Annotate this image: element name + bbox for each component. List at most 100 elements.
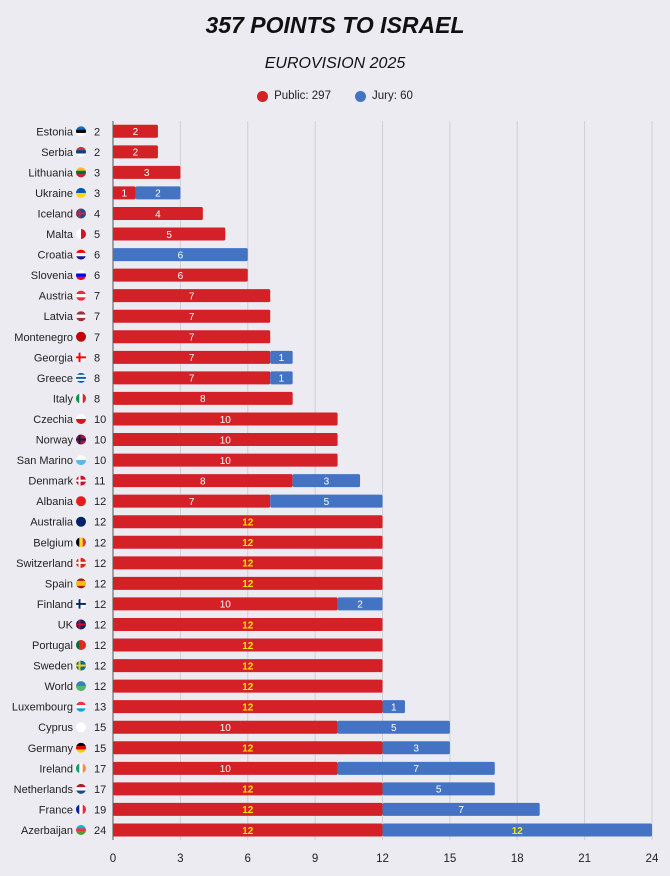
country-label-belgium: Belgium bbox=[33, 537, 73, 549]
bar-public-greece bbox=[113, 371, 271, 385]
country-label-georgia: Georgia bbox=[34, 352, 74, 364]
bar-public-italy bbox=[113, 391, 293, 405]
country-label-spain: Spain bbox=[45, 578, 73, 590]
total-label-croatia: 6 bbox=[94, 250, 100, 262]
legend-swatch-jury bbox=[354, 90, 366, 102]
bar-label-public-czechia: 10 bbox=[220, 415, 232, 426]
total-label-italy: 8 bbox=[94, 393, 100, 405]
total-label-spain: 12 bbox=[94, 578, 106, 590]
bar-jury-cyprus bbox=[337, 720, 450, 734]
flag-ukraine-icon bbox=[76, 187, 86, 198]
bar-public-montenegro bbox=[113, 330, 271, 344]
bar-jury-azerbaijan bbox=[382, 823, 652, 837]
bar-label-public-estonia: 2 bbox=[133, 127, 139, 138]
bar-public-estonia bbox=[113, 124, 158, 138]
country-label-netherlands: Netherlands bbox=[14, 784, 74, 796]
bar-public-ukraine bbox=[113, 186, 136, 200]
total-label-denmark: 11 bbox=[94, 476, 105, 488]
total-label-world: 12 bbox=[94, 681, 106, 693]
bar-label-jury-luxembourg: 1 bbox=[391, 702, 397, 713]
flag-greece-icon bbox=[76, 372, 86, 383]
bar-label-jury-germany: 3 bbox=[413, 744, 419, 755]
country-label-luxembourg: Luxembourg bbox=[12, 702, 73, 714]
country-label-albania: Albania bbox=[36, 496, 74, 508]
bar-label-public-austria: 7 bbox=[189, 291, 195, 302]
flag-sweden-icon bbox=[76, 660, 86, 671]
total-label-netherlands: 17 bbox=[94, 784, 106, 796]
flag-estonia-icon bbox=[76, 126, 86, 137]
total-label-germany: 15 bbox=[94, 743, 106, 755]
legend-label-public: Public: 297 bbox=[274, 90, 331, 102]
total-label-sweden: 12 bbox=[94, 661, 106, 673]
bar-label-public-spain: 12 bbox=[242, 579, 254, 590]
bar-label-public-albania: 7 bbox=[189, 497, 195, 508]
bar-public-norway bbox=[113, 433, 338, 447]
flag-france-icon bbox=[76, 804, 86, 815]
total-label-georgia: 8 bbox=[94, 352, 100, 364]
bar-label-jury-denmark: 3 bbox=[324, 476, 330, 487]
bar-public-albania bbox=[113, 494, 271, 508]
bar-public-uk bbox=[113, 617, 383, 631]
country-label-greece: Greece bbox=[37, 373, 73, 385]
bar-label-public-azerbaijan: 12 bbox=[242, 826, 254, 837]
chart-legend: Public: 297 Jury: 60 bbox=[0, 90, 670, 102]
bar-label-public-malta: 5 bbox=[166, 230, 172, 241]
total-label-uk: 12 bbox=[94, 619, 106, 631]
bar-jury-germany bbox=[382, 741, 450, 755]
flag-ireland-icon bbox=[76, 763, 86, 774]
bar-label-public-latvia: 7 bbox=[189, 312, 195, 323]
total-label-austria: 7 bbox=[94, 291, 100, 303]
flag-finland-icon bbox=[76, 598, 86, 609]
country-label-finland: Finland bbox=[37, 599, 73, 611]
total-label-slovenia: 6 bbox=[94, 270, 100, 282]
total-label-san-marino: 10 bbox=[94, 455, 106, 467]
bar-public-sweden bbox=[113, 659, 383, 673]
bar-public-serbia bbox=[113, 145, 158, 159]
country-label-malta: Malta bbox=[46, 229, 74, 241]
total-label-malta: 5 bbox=[94, 229, 100, 241]
bar-jury-denmark bbox=[292, 474, 361, 488]
bar-label-jury-albania: 5 bbox=[324, 497, 330, 508]
bar-public-switzerland bbox=[113, 556, 383, 570]
total-label-albania: 12 bbox=[94, 496, 106, 508]
country-label-montenegro: Montenegro bbox=[14, 332, 73, 344]
country-label-sweden: Sweden bbox=[33, 661, 73, 673]
country-label-switzerland: Switzerland bbox=[16, 558, 73, 570]
flag-luxembourg-icon bbox=[76, 701, 86, 712]
total-label-finland: 12 bbox=[94, 599, 106, 611]
country-label-san-marino: San Marino bbox=[17, 455, 73, 467]
bar-label-public-norway: 10 bbox=[220, 435, 232, 446]
country-label-azerbaijan: Azerbaijan bbox=[21, 825, 73, 837]
bar-label-public-cyprus: 10 bbox=[220, 723, 232, 734]
bar-label-public-australia: 12 bbox=[242, 518, 254, 529]
bar-public-iceland bbox=[113, 206, 203, 220]
bar-label-public-switzerland: 12 bbox=[242, 559, 254, 570]
country-label-slovenia: Slovenia bbox=[31, 270, 74, 282]
total-label-greece: 8 bbox=[94, 373, 100, 385]
bar-label-public-montenegro: 7 bbox=[189, 333, 195, 344]
country-label-italy: Italy bbox=[53, 393, 74, 405]
country-label-austria: Austria bbox=[39, 291, 74, 303]
bar-public-spain bbox=[113, 576, 383, 590]
country-label-germany: Germany bbox=[28, 743, 74, 755]
legend-item-jury: Jury: 60 bbox=[354, 90, 413, 102]
legend-swatch-public bbox=[257, 90, 269, 102]
bar-public-australia bbox=[113, 515, 383, 529]
bar-jury-ukraine bbox=[135, 186, 181, 200]
country-label-croatia: Croatia bbox=[38, 250, 74, 262]
x-tick-label: 0 bbox=[110, 853, 116, 865]
total-label-montenegro: 7 bbox=[94, 332, 100, 344]
flag-czechia-icon bbox=[76, 413, 86, 424]
country-label-france: France bbox=[39, 804, 73, 816]
bar-label-jury-finland: 2 bbox=[357, 600, 363, 611]
flag-cyprus-icon bbox=[76, 722, 86, 733]
bar-public-luxembourg bbox=[113, 700, 383, 714]
flag-germany-icon bbox=[76, 742, 86, 753]
bar-jury-ireland bbox=[337, 761, 495, 775]
bar-public-austria bbox=[113, 289, 271, 303]
flag-austria-icon bbox=[76, 290, 86, 301]
bar-label-jury-azerbaijan: 12 bbox=[512, 826, 524, 837]
total-label-switzerland: 12 bbox=[94, 558, 106, 570]
bar-public-denmark bbox=[113, 474, 293, 488]
